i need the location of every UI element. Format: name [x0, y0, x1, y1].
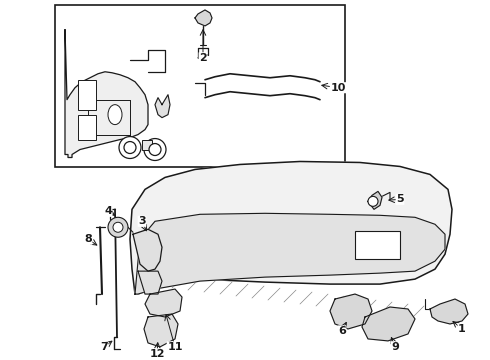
- Polygon shape: [368, 192, 382, 209]
- Bar: [78, 114, 96, 140]
- Circle shape: [124, 141, 136, 153]
- Circle shape: [149, 144, 161, 156]
- Text: 3: 3: [138, 216, 146, 226]
- Text: 7: 7: [100, 342, 108, 352]
- Text: 9: 9: [391, 342, 399, 352]
- Polygon shape: [155, 95, 170, 118]
- Circle shape: [144, 139, 166, 161]
- Polygon shape: [195, 10, 212, 26]
- Polygon shape: [65, 30, 148, 157]
- Circle shape: [108, 217, 128, 237]
- Polygon shape: [330, 294, 372, 329]
- Circle shape: [368, 196, 378, 206]
- Bar: [355, 231, 400, 259]
- Text: 12: 12: [149, 349, 165, 359]
- Polygon shape: [144, 314, 178, 347]
- Polygon shape: [133, 229, 162, 271]
- Ellipse shape: [108, 105, 122, 125]
- Polygon shape: [145, 289, 182, 317]
- Circle shape: [113, 222, 123, 232]
- Circle shape: [119, 136, 141, 158]
- Polygon shape: [430, 299, 468, 324]
- Text: 10: 10: [330, 83, 345, 93]
- Text: 5: 5: [396, 194, 404, 204]
- Bar: [55, 5, 345, 167]
- Text: 6: 6: [338, 326, 346, 336]
- Text: 8: 8: [84, 234, 92, 244]
- Polygon shape: [135, 213, 445, 294]
- Polygon shape: [130, 162, 452, 294]
- Bar: [142, 140, 152, 149]
- Text: 1: 1: [458, 324, 466, 334]
- Text: 4: 4: [104, 206, 112, 216]
- Bar: [78, 80, 96, 110]
- Text: 11: 11: [167, 342, 183, 352]
- Text: 2: 2: [199, 53, 207, 63]
- Polygon shape: [362, 307, 415, 341]
- Polygon shape: [138, 271, 162, 294]
